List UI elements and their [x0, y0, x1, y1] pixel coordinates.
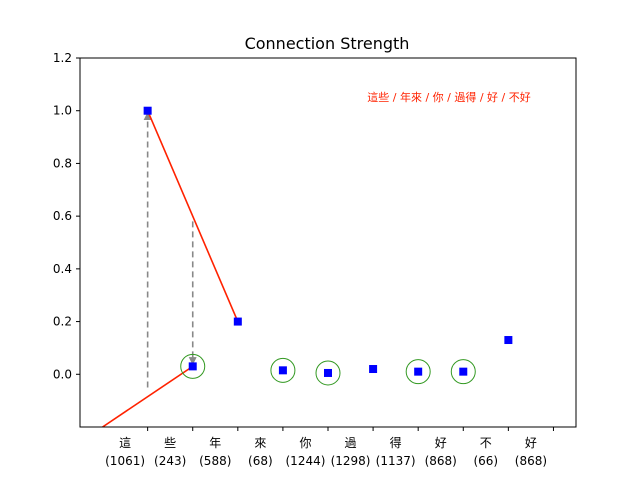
category-char-label: 得	[390, 435, 402, 450]
y-tick-label: 0.6	[53, 209, 72, 223]
category-count-label: (1137)	[376, 454, 416, 468]
category-char-label: 不	[480, 436, 492, 450]
data-point	[324, 368, 332, 377]
data-point	[188, 362, 197, 371]
category-char-label: 些	[164, 436, 176, 450]
y-tick-label: 1.0	[53, 104, 72, 118]
data-point	[233, 317, 242, 326]
category-count-label: (66)	[473, 454, 498, 468]
data-point	[414, 367, 423, 376]
connection-line	[102, 365, 194, 427]
category-count-label: (243)	[154, 454, 186, 468]
connection-line	[146, 110, 239, 322]
category-char-label: 來	[254, 436, 266, 450]
y-tick-label: 1.2	[53, 51, 72, 65]
chart-annotation: 這些 / 年來 / 你 / 過得 / 好 / 不好	[367, 90, 531, 104]
y-tick-label: 0.4	[53, 262, 72, 276]
category-count-label: (68)	[248, 454, 273, 468]
category-char-label: 這	[119, 435, 131, 450]
plot-frame	[79, 57, 577, 428]
category-char-label: 好	[435, 436, 447, 450]
category-char-label: 過	[345, 436, 357, 450]
y-tick-label: 0.0	[53, 367, 72, 381]
y-tick-label: 0.8	[53, 156, 72, 170]
data-point	[459, 367, 468, 376]
category-count-label: (1244)	[286, 454, 326, 468]
highlight-circle	[270, 357, 296, 383]
highlight-circle	[315, 360, 341, 386]
category-count-label: (1298)	[331, 454, 371, 468]
highlight-circle	[180, 353, 206, 379]
highlight-circle	[450, 359, 476, 385]
data-point	[504, 336, 513, 345]
category-count-label: (1061)	[105, 454, 145, 468]
data-point	[278, 366, 287, 375]
y-tick-label: 0.2	[53, 315, 72, 329]
data-point	[143, 106, 152, 115]
category-count-label: (868)	[515, 454, 547, 468]
highlight-circle	[405, 359, 431, 385]
data-point	[369, 365, 378, 374]
chart-title: Connection Strength	[245, 34, 410, 53]
category-count-label: (588)	[199, 454, 231, 468]
category-char-label: 好	[525, 436, 537, 450]
category-char-label: 你	[299, 436, 311, 450]
category-char-label: 年	[209, 436, 221, 450]
category-count-label: (868)	[425, 454, 457, 468]
